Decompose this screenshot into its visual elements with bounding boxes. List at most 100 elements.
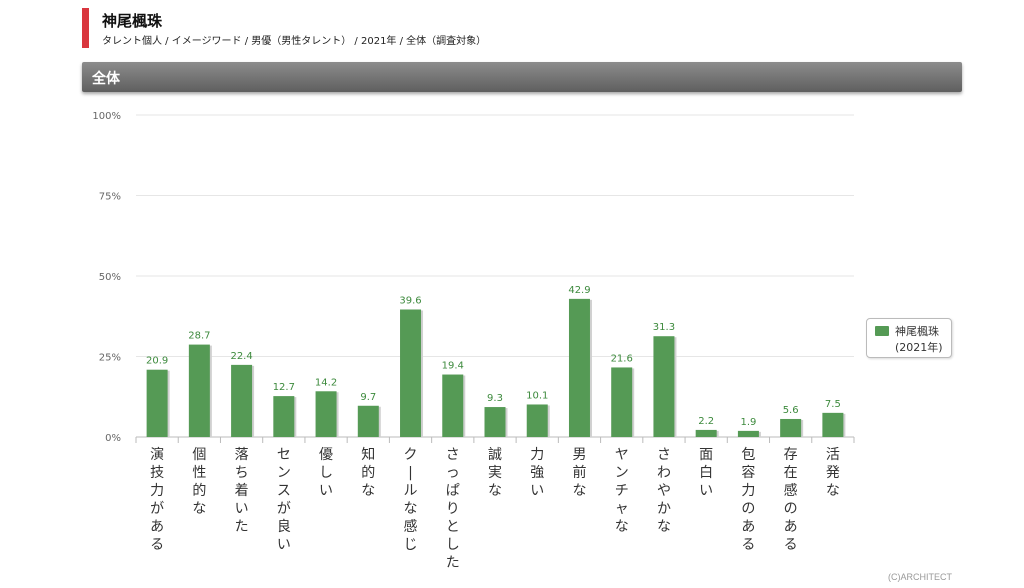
x-tick-label: 知	[361, 446, 375, 463]
x-tick-label: チ	[615, 483, 629, 499]
x-tick-label: ヤ	[615, 447, 629, 463]
bar	[611, 367, 633, 437]
x-tick-label: な	[572, 483, 586, 499]
x-tick-label: か	[657, 501, 671, 517]
bar	[568, 298, 590, 437]
x-tick-label: な	[615, 519, 629, 535]
y-tick-label: 75%	[99, 192, 121, 203]
x-tick-label: 容	[741, 464, 755, 481]
legend-series-name: 神尾楓珠	[895, 325, 939, 338]
data-label: 21.6	[611, 353, 633, 364]
x-tick-label: た	[446, 555, 460, 571]
x-tick-label: な	[404, 501, 418, 517]
data-label: 20.9	[146, 356, 168, 367]
data-label: 9.7	[360, 392, 376, 403]
x-tick-label: る	[150, 537, 164, 553]
x-tick-label: 力	[150, 483, 164, 499]
x-tick-label: 白	[699, 465, 713, 481]
data-label: 2.2	[698, 416, 714, 427]
x-tick-label: 的	[361, 465, 375, 481]
x-tick-label: ち	[235, 465, 249, 481]
x-tick-label: の	[784, 501, 798, 517]
data-label: 5.6	[783, 405, 799, 416]
bar	[695, 429, 717, 437]
x-tick-label: 男	[572, 447, 586, 463]
bar	[400, 309, 422, 437]
x-tick-label: い	[277, 537, 291, 553]
x-tick-label: さ	[446, 447, 460, 463]
x-tick-label: セ	[277, 447, 291, 463]
bar	[231, 364, 253, 437]
title-accent-bar	[82, 8, 89, 48]
y-tick-label: 100%	[92, 111, 121, 122]
data-label: 14.2	[315, 377, 337, 388]
x-tick-label: な	[192, 501, 206, 517]
x-tick-label: じ	[404, 537, 418, 553]
x-tick-label: っ	[446, 465, 460, 481]
x-tick-label: 落	[235, 447, 249, 463]
data-label: 7.5	[825, 399, 841, 410]
x-tick-label: と	[446, 519, 460, 535]
bar	[653, 336, 675, 437]
x-tick-label: 優	[319, 447, 333, 463]
x-tick-label: 実	[488, 465, 502, 481]
data-label: 19.4	[442, 361, 464, 372]
x-tick-label: 良	[277, 519, 291, 535]
x-tick-label: 力	[530, 447, 544, 463]
x-tick-label: 活	[826, 447, 840, 463]
bar	[146, 369, 168, 437]
x-tick-label: 性	[192, 465, 206, 481]
x-tick-label: な	[488, 483, 502, 499]
data-label: 28.7	[188, 331, 210, 342]
x-tick-label: ャ	[615, 501, 629, 517]
bar	[780, 418, 802, 437]
bar	[484, 407, 506, 437]
x-tick-label: わ	[657, 465, 671, 481]
x-tick-label: 包	[741, 447, 755, 463]
x-tick-label: る	[741, 537, 755, 553]
legend-series-year: (2021年)	[895, 341, 943, 354]
y-tick-label: 0%	[105, 433, 121, 444]
data-label: 10.1	[526, 390, 548, 401]
x-tick-label: 着	[235, 483, 249, 499]
x-tick-label: な	[361, 483, 375, 499]
bar	[315, 391, 337, 437]
x-tick-label: あ	[150, 519, 164, 535]
data-label: 39.6	[399, 295, 421, 306]
bar	[526, 404, 548, 437]
x-tick-label: 発	[826, 465, 840, 481]
x-tick-label: し	[319, 465, 333, 481]
x-tick-label: ン	[615, 465, 629, 481]
x-tick-label: 誠	[488, 447, 502, 463]
data-label: 12.7	[273, 382, 295, 393]
x-tick-label: 感	[404, 518, 418, 535]
page-title: 神尾楓珠	[102, 12, 163, 30]
x-tick-label: し	[446, 537, 460, 553]
x-tick-label: ス	[277, 483, 291, 499]
x-tick-label: 的	[192, 483, 206, 499]
x-tick-label: ク	[404, 447, 418, 463]
x-tick-label: な	[657, 519, 671, 535]
x-tick-label: ぱ	[446, 483, 460, 499]
x-tick-label: あ	[741, 519, 755, 535]
copyright-credit: (C)ARCHITECT	[888, 572, 952, 582]
x-tick-label: 演	[150, 447, 164, 463]
x-tick-label: い	[235, 501, 249, 517]
bar	[442, 374, 464, 437]
x-tick-label: た	[235, 519, 249, 535]
x-tick-label: 個	[192, 447, 206, 463]
x-tick-label: 感	[784, 482, 798, 499]
section-label: 全体	[92, 71, 120, 87]
x-tick-label: |	[408, 465, 413, 481]
data-label: 1.9	[740, 417, 756, 428]
x-tick-label: ル	[404, 483, 418, 499]
bar	[357, 405, 379, 437]
data-label: 31.3	[653, 322, 675, 333]
bar	[188, 344, 210, 437]
x-tick-label: や	[657, 483, 671, 499]
y-tick-label: 50%	[99, 272, 121, 283]
data-label: 22.4	[230, 351, 252, 362]
x-tick-label: な	[826, 483, 840, 499]
bar	[737, 430, 759, 437]
